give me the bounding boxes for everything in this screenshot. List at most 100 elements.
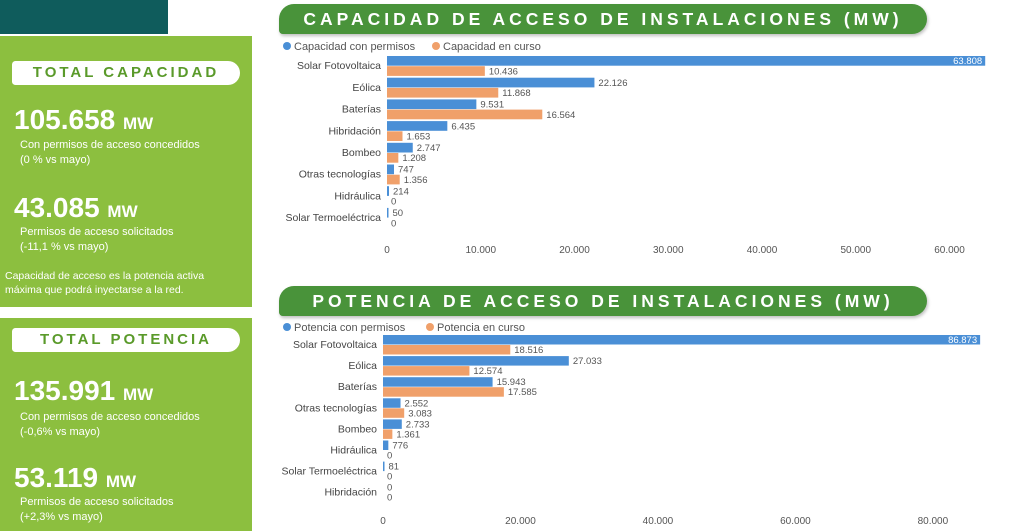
bar [383,377,493,387]
data-label: 0 [391,197,396,208]
tick-label: 40.000 [747,245,778,256]
data-label: 1.653 [406,132,430,143]
data-label: 86.873 [948,335,977,346]
bar [383,345,511,355]
bar [387,66,485,76]
bar [383,429,393,439]
data-label: 0 [387,493,392,504]
category-label: Solar Termoeléctrica [285,212,381,224]
bar [387,207,389,218]
potencia-requested-desc: Permisos de acceso solicitados (+2,3% vs … [20,496,174,523]
data-label: 11.868 [502,88,530,99]
bar [383,408,405,418]
category-label: Baterías [338,381,377,393]
bar [383,366,470,376]
bar [383,387,504,397]
bar [387,56,986,66]
bar [383,440,389,450]
data-label: 15.943 [497,377,526,388]
data-label: 12.574 [473,366,502,377]
data-label: 1.208 [402,153,426,164]
legend-label-0: Potencia con permisos [294,322,406,334]
capacidad-panel: TOTAL CAPACIDAD 105.658 MW Con permisos … [0,36,252,307]
legend-marker-1 [426,323,434,331]
data-label: 747 [398,165,414,176]
data-label: 3.083 [408,408,432,419]
category-label: Eólica [348,360,377,372]
category-label: Bombeo [338,423,377,435]
data-label: 9.531 [480,100,504,111]
tick-label: 0 [380,516,386,527]
tick-label: 80.000 [918,516,949,527]
bar [383,356,569,366]
potencia-granted-desc: Con permisos de acceso concedidos (-0,6% … [20,411,200,438]
data-label: 63.808 [953,56,982,67]
data-label: 10.436 [489,66,518,77]
legend-label-1: Capacidad en curso [443,41,541,53]
bar [383,461,385,472]
data-label: 17.585 [508,387,537,398]
category-label: Hibridación [324,487,377,499]
bar [387,186,390,196]
tick-label: 30.000 [653,245,684,256]
chart-potencia: Potencia con permisos Potencia en curso So… [281,322,981,527]
tick-label: 20.000 [505,516,536,527]
potencia-header: TOTAL POTENCIA [12,328,240,352]
category-label: Hibridación [328,125,381,137]
capacidad-header: TOTAL CAPACIDAD [12,61,240,85]
data-label: 2.747 [417,143,441,154]
category-label: Otras tecnologías [299,169,381,181]
tick-label: 60.000 [780,516,811,527]
data-label: 1.361 [396,429,420,440]
data-label: 16.564 [546,110,575,121]
bar [387,87,499,98]
data-label: 22.126 [598,78,627,89]
category-label: Solar Termoeléctrica [281,466,377,478]
data-label: 27.033 [573,356,602,367]
data-label: 18.516 [514,345,543,356]
legend-label-1: Potencia en curso [437,322,525,334]
data-label: 0 [387,483,392,494]
data-label: 81 [389,462,400,473]
category-label: Eólica [352,82,381,94]
bar [387,131,403,141]
legend-marker-0 [283,323,291,331]
potencia-granted-total: 135.991 MW [14,375,154,406]
bar [387,99,477,110]
chart-capacidad: Capacidad con permisos Capacidad en curso… [283,41,986,256]
category-label: Solar Fotovoltaica [297,60,381,72]
legend-label-0: Capacidad con permisos [294,41,416,53]
bar [387,153,399,163]
data-label: 0 [391,218,396,229]
data-label: 0 [387,451,392,462]
category-label: Otras tecnologías [295,402,377,414]
legend-marker-0 [283,42,291,50]
data-label: 1.356 [404,175,428,186]
tick-label: 40.000 [643,516,674,527]
category-label: Hidráulica [334,190,381,202]
data-label: 2.552 [405,398,429,409]
data-label: 0 [387,472,392,483]
capacidad-granted-total: 105.658 MW [14,104,154,135]
bar [387,164,395,175]
category-label: Hidráulica [330,445,377,457]
capacidad-requested-desc: Permisos de acceso solicitados (-11,1 % v… [20,226,174,253]
bar [383,335,981,345]
potencia-panel: TOTAL POTENCIA 135.991 MW Con permisos d… [0,318,252,531]
data-label: 214 [393,186,409,197]
summary-sidebar: TOTAL CAPACIDAD 105.658 MW Con permisos … [0,0,252,531]
category-label: Bombeo [342,147,381,159]
legend-marker-1 [432,42,440,50]
bar [387,142,413,153]
data-label: 6.435 [451,121,475,132]
bar [383,398,401,408]
capacidad-requested-total: 43.085 MW [14,192,138,223]
bar [387,77,595,88]
data-label: 2.733 [406,419,430,430]
capacidad-granted-desc: Con permisos de acceso concedidos (0 % vs… [20,139,200,166]
tick-label: 0 [384,245,390,256]
capacidad-note: Capacidad de acceso es la potencia activ… [5,270,205,296]
chart-capacidad-title: CAPACIDAD DE ACCESO DE INSTALACIONES (MW… [279,4,927,34]
tick-label: 10.000 [465,245,496,256]
chart-potencia-title: POTENCIA DE ACCESO DE INSTALACIONES (MW) [279,286,927,316]
